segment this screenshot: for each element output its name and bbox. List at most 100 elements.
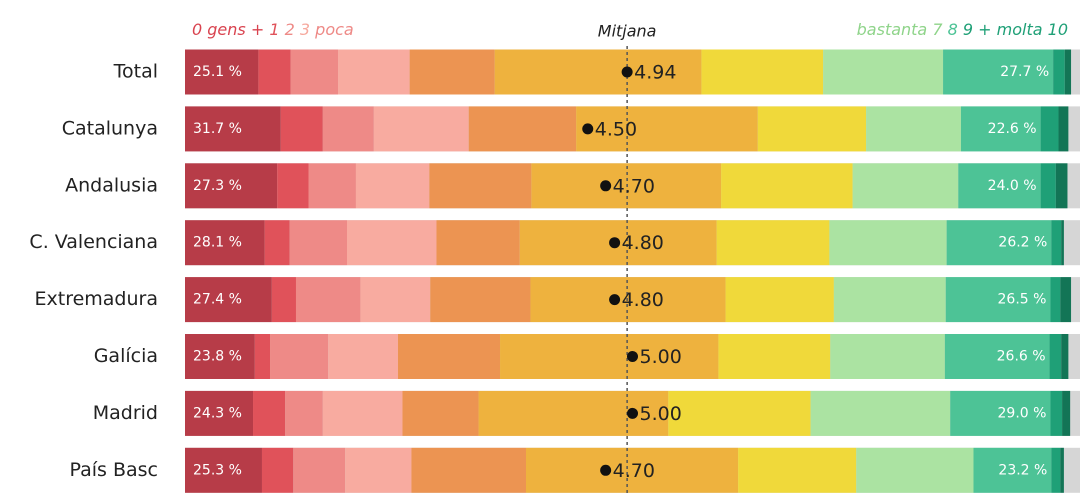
bar-segment	[823, 49, 944, 95]
bar-segment	[185, 49, 259, 95]
bar-segment	[429, 163, 532, 209]
bar-segment	[757, 106, 867, 152]
high-total-label: 27.7 %	[1000, 64, 1049, 80]
bar-segment	[833, 277, 946, 323]
bar-segment	[185, 106, 281, 152]
low-total-label: 27.3 %	[193, 178, 242, 194]
bar-segment	[1040, 163, 1056, 209]
category-label: Galícia	[94, 345, 158, 367]
bar-segment	[866, 106, 961, 152]
bar-segment	[718, 334, 831, 379]
bar-segment	[360, 277, 431, 323]
mean-label: 5.00	[640, 403, 682, 425]
bar-segment	[1060, 447, 1064, 493]
category-label: País Basc	[70, 459, 159, 481]
bar-segment	[668, 390, 811, 436]
legend-low: 0 gens + 1 2 3 poca	[192, 20, 354, 39]
bar-segment	[293, 447, 346, 493]
mean-label: 5.00	[640, 346, 682, 368]
high-total-label: 24.0 %	[988, 178, 1037, 194]
mean-dot	[609, 237, 621, 249]
high-total-label: 26.2 %	[998, 235, 1047, 251]
legend-item: molta 10	[997, 20, 1068, 39]
bar-segment	[280, 106, 323, 152]
bar-segment	[185, 447, 262, 493]
bar-segment	[1050, 390, 1063, 436]
bar-segment	[829, 220, 947, 266]
bar-segment	[973, 447, 1052, 493]
bar-segment	[810, 390, 951, 436]
bar-segment	[1050, 277, 1061, 323]
legend-item: 1	[269, 20, 279, 39]
bar-segment	[494, 49, 702, 95]
bar-segment	[958, 163, 1041, 209]
bar-segment	[852, 163, 959, 209]
bar-segment	[1040, 106, 1059, 152]
category-label: Madrid	[93, 402, 158, 424]
bar-segment	[254, 334, 271, 379]
bar-segment	[576, 106, 758, 152]
high-total-label: 22.6 %	[988, 121, 1037, 137]
bar-segment	[943, 49, 1054, 95]
legend-item: 8	[948, 20, 958, 39]
mean-dot	[600, 180, 612, 192]
legend-item: 9 +	[963, 20, 992, 39]
bar-segment	[1055, 163, 1068, 209]
bar-segment	[1051, 447, 1061, 493]
bar-segment	[338, 49, 410, 95]
mean-dot	[582, 123, 594, 135]
mean-label: 4.94	[634, 62, 676, 84]
bar-segment	[402, 390, 479, 436]
bar-segment	[373, 106, 469, 152]
bar-segment	[716, 220, 830, 266]
bar-segment	[946, 220, 1052, 266]
bar-segment	[530, 277, 726, 323]
bar-segment	[468, 106, 577, 152]
bar-segment	[500, 334, 719, 379]
bar-segment	[185, 277, 272, 323]
legend-item: poca	[314, 20, 354, 39]
low-total-label: 25.1 %	[193, 64, 242, 80]
bar-segment	[725, 277, 834, 323]
mean-dot	[621, 66, 633, 78]
bar-segment	[856, 447, 974, 493]
mean-label: 4.70	[613, 460, 655, 482]
mean-dot	[600, 464, 612, 476]
bar-segment	[185, 390, 254, 436]
bar-segment	[1061, 220, 1064, 266]
category-label: C. Valenciana	[29, 231, 158, 253]
high-total-label: 26.5 %	[998, 292, 1047, 308]
bar-segment	[830, 334, 945, 379]
bar-segment	[950, 390, 1051, 436]
category-label: Catalunya	[62, 117, 158, 139]
bar-segment	[185, 220, 265, 266]
bar-segment	[531, 163, 722, 209]
bar-segment	[1062, 390, 1071, 436]
category-label: Total	[113, 61, 158, 83]
legend-item: 0 gens +	[192, 20, 264, 39]
bar-segment	[258, 49, 291, 95]
low-total-label: 31.7 %	[193, 121, 242, 137]
bar-segment	[290, 49, 339, 95]
mean-title: Mitjana	[598, 22, 657, 41]
bar-segment	[398, 334, 501, 379]
bar-segment	[721, 163, 853, 209]
bar-segment	[701, 49, 824, 95]
bar-segment	[322, 106, 374, 152]
mean-dot	[609, 294, 621, 306]
legend-item: 2	[285, 20, 295, 39]
bar-segment	[308, 163, 356, 209]
legend-high: bastanta 7 8 9 + molta 10	[857, 20, 1068, 39]
bar-segment	[1053, 49, 1065, 95]
bar-segment	[270, 334, 329, 379]
high-total-label: 23.2 %	[998, 462, 1047, 478]
mean-label: 4.70	[613, 175, 655, 197]
bar-segment	[346, 220, 437, 266]
bar-segment	[328, 334, 399, 379]
bar-segment	[185, 334, 255, 379]
bar-segment	[1060, 277, 1072, 323]
bar-segment	[295, 277, 361, 323]
low-total-label: 24.3 %	[193, 405, 242, 421]
bar-segment	[525, 447, 739, 493]
bar-segment	[945, 277, 1051, 323]
